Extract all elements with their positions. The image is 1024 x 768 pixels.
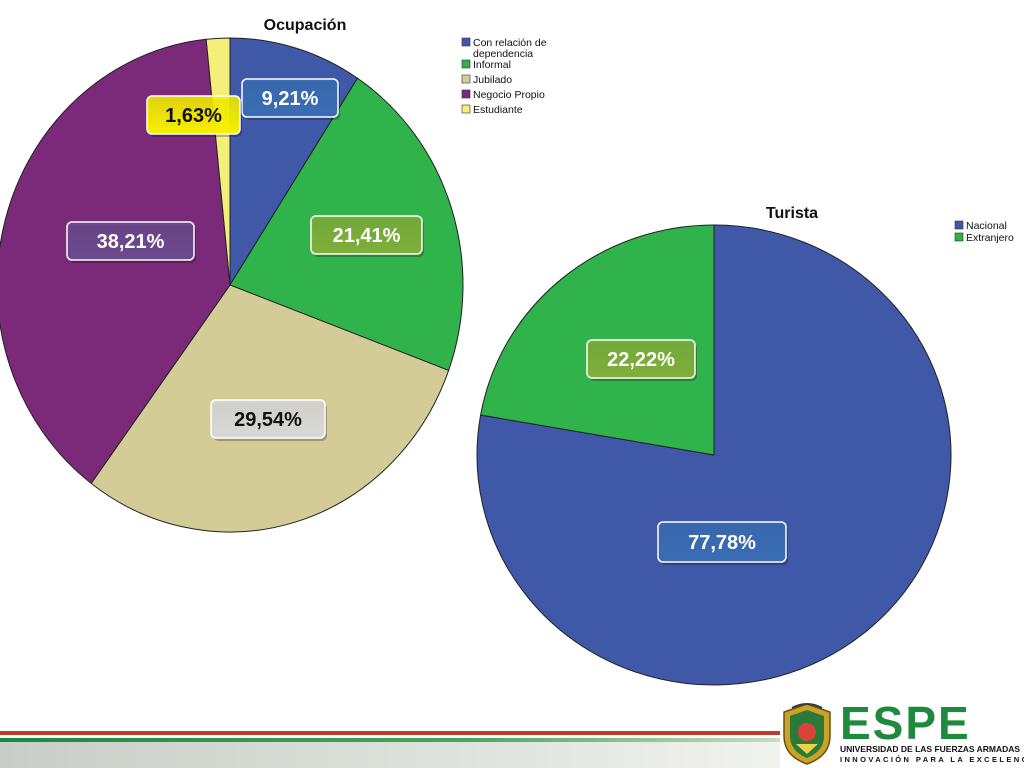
footer-red-band (0, 731, 780, 735)
svg-text:38,21%: 38,21% (97, 231, 165, 253)
ocupacion-data-label-con-relacion-de-dependencia: 9,21% (241, 78, 340, 120)
svg-text:Estudiante: Estudiante (473, 104, 523, 116)
svg-text:1,63%: 1,63% (165, 105, 222, 127)
turista-data-label-extranjero: 22,22% (586, 339, 697, 381)
footer-grey-band (0, 742, 780, 768)
footer-white-band (0, 735, 780, 738)
ocupacion-pie-chart: Ocupación 9,21% 21,41% 29,54% 38,21% 1,63% Con… (0, 17, 547, 533)
ocupacion-data-label-informal: 21,41% (310, 215, 424, 257)
ocupacion-legend-item-informal: Informal (461, 59, 511, 71)
espe-logo: ESPE UNIVERSIDAD DE LAS FUERZAS ARMADAS … (778, 700, 1024, 768)
svg-text:77,78%: 77,78% (688, 532, 756, 554)
svg-text:Negocio Propio: Negocio Propio (473, 89, 545, 101)
ocupacion-data-label-estudiante: 1,63% (146, 95, 242, 137)
ocupacion-legend-item-jubilado: Jubilado (461, 74, 512, 86)
turista-legend-item-extranjero: Extranjero (954, 232, 1014, 244)
turista-legend-item-nacional: Nacional (954, 220, 1007, 232)
svg-text:dependencia: dependencia (473, 48, 533, 60)
ocupacion-legend-item-estudiante: Estudiante (461, 104, 523, 116)
svg-text:29,54%: 29,54% (234, 409, 302, 431)
svg-text:9,21%: 9,21% (262, 88, 319, 110)
turista-chart-title: Turista (766, 205, 818, 222)
footer-green-band (0, 738, 780, 742)
ocupacion-slice-negocio-propio (0, 38, 231, 485)
svg-text:Nacional: Nacional (966, 220, 1007, 232)
svg-text:Con relación de: Con relación de (473, 37, 547, 49)
svg-text:22,22%: 22,22% (607, 349, 675, 371)
turista-data-label-nacional: 77,78% (657, 521, 788, 565)
crest-icon (783, 703, 831, 765)
ocupacion-chart-title: Ocupación (264, 17, 347, 34)
espe-wordmark: ESPE (840, 697, 971, 749)
svg-text:Extranjero: Extranjero (966, 232, 1014, 244)
university-motto: INNOVACIÓN PARA LA EXCELENCIA (840, 755, 1024, 764)
ocupacion-data-label-jubilado: 29,54% (210, 399, 327, 441)
svg-text:21,41%: 21,41% (333, 225, 401, 247)
ocupacion-data-label-negocio-propio: 38,21% (66, 221, 196, 263)
svg-text:Informal: Informal (473, 59, 511, 71)
svg-text:Jubilado: Jubilado (473, 74, 512, 86)
ocupacion-legend-item-negocio-propio: Negocio Propio (461, 89, 545, 101)
university-name: UNIVERSIDAD DE LAS FUERZAS ARMADAS (840, 744, 1021, 754)
